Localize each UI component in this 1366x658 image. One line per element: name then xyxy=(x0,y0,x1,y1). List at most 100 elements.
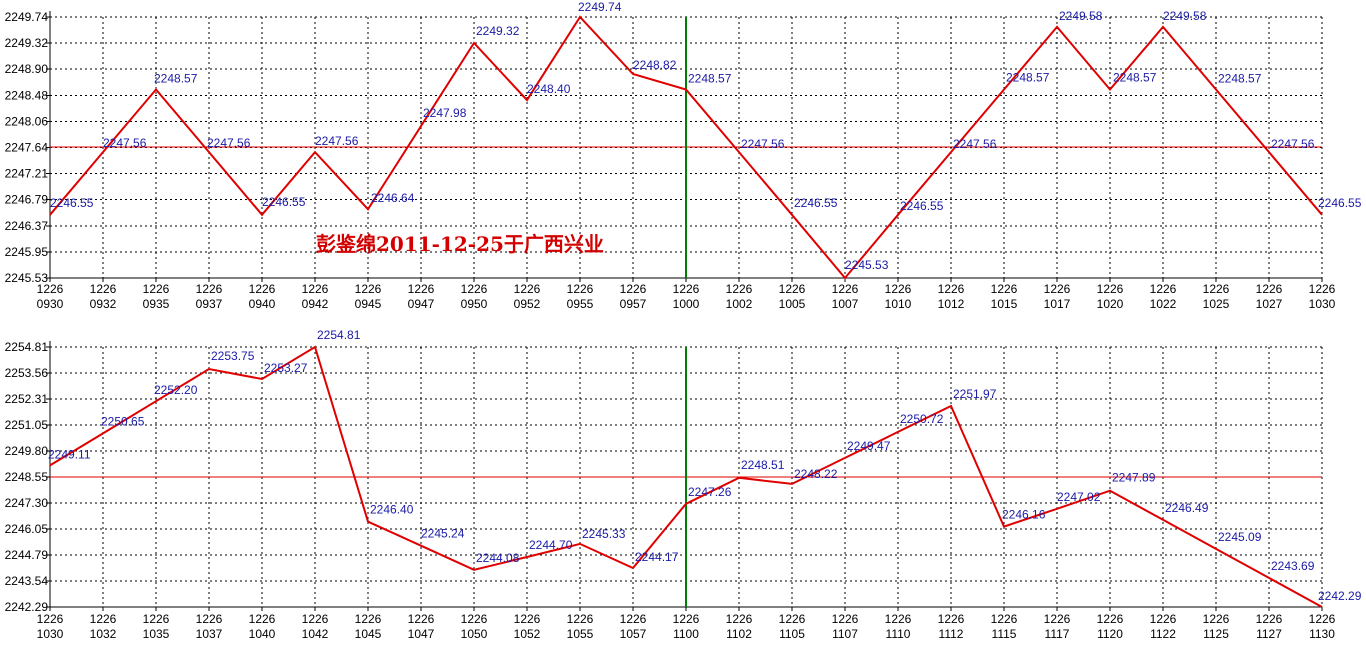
data-label: 2245.33 xyxy=(582,527,626,541)
y-tick-label: 2246.79 xyxy=(5,193,49,207)
x-tick-label-time: 0947 xyxy=(408,297,435,311)
x-tick-label-time: 1110 xyxy=(886,627,911,641)
x-tick-label-date: 1226 xyxy=(938,282,965,296)
data-label: 2249.11 xyxy=(48,447,91,461)
x-tick-label-time: 1127 xyxy=(1256,627,1282,641)
y-tick-label: 2248.06 xyxy=(5,114,49,128)
x-tick-label-time: 1020 xyxy=(1097,297,1124,311)
data-label: 2244.17 xyxy=(635,550,679,564)
x-tick-label-time: 1122 xyxy=(1150,627,1176,641)
x-tick-label-date: 1226 xyxy=(991,612,1018,626)
data-label: 2254.81 xyxy=(317,328,361,342)
data-label: 2247.56 xyxy=(1271,137,1315,151)
x-tick-label-time: 1025 xyxy=(1203,297,1230,311)
x-tick-label-time: 1032 xyxy=(90,627,117,641)
x-tick-label-time: 1012 xyxy=(938,297,965,311)
x-tick-label-time: 1017 xyxy=(1044,297,1071,311)
data-label: 2247.56 xyxy=(315,134,359,148)
x-tick-label-time: 0935 xyxy=(143,297,170,311)
x-tick-label-date: 1226 xyxy=(461,282,488,296)
data-label: 2247.56 xyxy=(207,136,251,150)
x-tick-label-date: 1226 xyxy=(514,282,541,296)
data-label: 2248.57 xyxy=(1113,71,1157,85)
data-label: 2245.24 xyxy=(421,527,465,541)
x-tick-label-time: 0940 xyxy=(249,297,276,311)
x-tick-label-date: 1226 xyxy=(461,612,488,626)
x-tick-label-time: 1055 xyxy=(567,627,594,641)
x-tick-label-time: 1047 xyxy=(408,627,435,641)
data-label: 2248.57 xyxy=(688,72,732,86)
y-tick-label: 2244.79 xyxy=(5,548,49,562)
x-tick-label-date: 1226 xyxy=(302,282,329,296)
data-label: 2249.47 xyxy=(847,439,891,453)
y-tick-label: 2243.54 xyxy=(5,574,49,588)
x-tick-label-date: 1226 xyxy=(673,282,700,296)
x-tick-label-time: 1040 xyxy=(249,627,276,641)
x-tick-label-date: 1226 xyxy=(1097,282,1124,296)
x-tick-label-time: 0950 xyxy=(461,297,488,311)
data-label: 2246.55 xyxy=(50,196,94,210)
x-tick-label-time: 1102 xyxy=(726,627,752,641)
x-tick-label-date: 1226 xyxy=(143,282,170,296)
data-label: 2248.57 xyxy=(154,72,198,86)
data-label: 2248.57 xyxy=(1218,72,1262,86)
data-label: 2247.98 xyxy=(423,106,467,120)
x-tick-label-time: 0952 xyxy=(514,297,541,311)
x-tick-label-date: 1226 xyxy=(355,612,382,626)
chart-panel-1: 2249.74 2249.32 2248.90 2248.48 2248.06 2247.… xyxy=(5,0,1362,311)
x-tick-label-date: 1226 xyxy=(37,282,64,296)
x-tick-label-time: 1125 xyxy=(1203,627,1229,641)
x-tick-label-date: 1226 xyxy=(567,612,594,626)
x-tick-label-date: 1226 xyxy=(779,612,806,626)
x-tick-label-time: 1037 xyxy=(196,627,223,641)
data-label: 2245.53 xyxy=(845,258,889,272)
y-tick-label: 2248.55 xyxy=(5,470,49,484)
data-label: 2247.02 xyxy=(1057,490,1101,504)
x-tick-label-date: 1226 xyxy=(1203,282,1230,296)
x-tick-label-date: 1226 xyxy=(938,612,965,626)
x-tick-label-time: 1112 xyxy=(939,627,964,641)
x-tick-label-time: 1035 xyxy=(143,627,170,641)
data-label: 2246.16 xyxy=(1002,508,1046,522)
x-tick-label-time: 1052 xyxy=(514,627,541,641)
x-tick-label-date: 1226 xyxy=(408,612,435,626)
x-tick-label-date: 1226 xyxy=(779,282,806,296)
x-tick-label-time: 1027 xyxy=(1256,297,1283,311)
x-tick-label-time: 1045 xyxy=(355,627,382,641)
data-label: 2250.72 xyxy=(900,412,944,426)
data-label: 2248.57 xyxy=(1006,71,1050,85)
x-tick-label-time: 1000 xyxy=(673,297,700,311)
x-tick-label-date: 1226 xyxy=(302,612,329,626)
x-tick-label-date: 1226 xyxy=(1203,612,1230,626)
data-label: 2246.40 xyxy=(370,503,414,517)
data-label: 2247.26 xyxy=(688,485,732,499)
y-tick-label: 2248.48 xyxy=(5,88,49,102)
data-label: 2243.69 xyxy=(1271,559,1315,573)
x-tick-label-time: 1117 xyxy=(1045,627,1070,641)
x-tick-label-date: 1226 xyxy=(726,282,753,296)
y-tick-label: 2252.31 xyxy=(5,392,49,406)
x-tick-label-time: 0957 xyxy=(620,297,647,311)
x-tick-label-date: 1226 xyxy=(196,612,223,626)
y-tick-label: 2247.64 xyxy=(5,141,49,155)
x-tick-label-time: 1022 xyxy=(1150,297,1177,311)
data-label: 2246.49 xyxy=(1165,501,1209,515)
x-tick-label-time: 1100 xyxy=(673,627,699,641)
x-tick-label-date: 1226 xyxy=(991,282,1018,296)
data-label: 2247.89 xyxy=(1112,471,1156,485)
series-line xyxy=(49,345,1323,608)
data-label: 2244.70 xyxy=(529,538,573,552)
y-tick-label: 2247.30 xyxy=(5,496,49,510)
x-tick-label-time: 1057 xyxy=(620,627,647,641)
data-label: 2249.58 xyxy=(1163,9,1207,23)
x-tick-label-date: 1226 xyxy=(832,612,859,626)
data-label: 2248.82 xyxy=(633,58,677,72)
y-tick-label: 2251.05 xyxy=(5,418,49,432)
x-tick-label-time: 1007 xyxy=(832,297,859,311)
x-tick-label-date: 1226 xyxy=(673,612,700,626)
y-tick-label: 2248.90 xyxy=(5,62,49,76)
x-tick-label-date: 1226 xyxy=(885,282,912,296)
data-label: 2249.74 xyxy=(578,0,622,14)
